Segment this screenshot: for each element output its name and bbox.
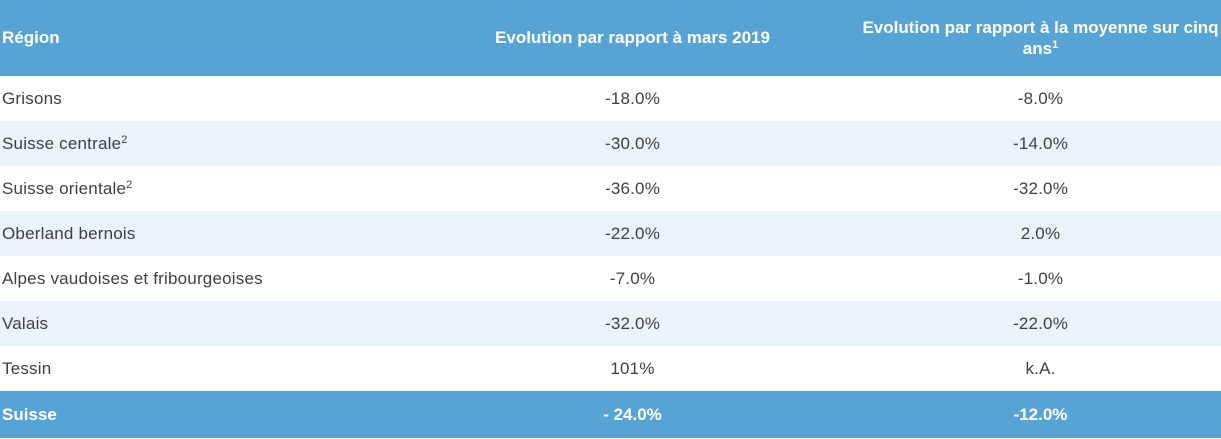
march-evolution-cell: 101% <box>610 358 655 378</box>
march-evolution-cell: -32.0% <box>604 313 661 333</box>
table-row: Suisse centrale2 -30.0% -14.0% <box>0 121 1221 166</box>
table-row: Tessin 101% k.A. <box>0 346 1221 391</box>
march-evolution-cell: -30.0% <box>604 133 661 153</box>
march-evolution-cell: -18.0% <box>604 88 661 108</box>
table-row: Valais -32.0% -22.0% <box>0 301 1221 346</box>
footnote-marker: 2 <box>121 133 128 146</box>
region-cell: Suisse orientale2 <box>0 178 465 199</box>
march-evolution-cell: -7.0% <box>609 268 656 288</box>
header-region: Région <box>2 28 60 48</box>
header-evolution-march: Evolution par rapport à mars 2019 <box>495 28 770 48</box>
footnote-marker: 2 <box>126 178 133 191</box>
five-year-evolution-cell: -32.0% <box>1012 178 1069 198</box>
region-cell: Alpes vaudoises et fribourgeoises <box>0 268 465 289</box>
table-total-row: Suisse - 24.0% -12.0% <box>0 391 1221 438</box>
march-evolution-cell: -22.0% <box>604 223 661 243</box>
total-region-name: Suisse <box>2 404 57 424</box>
five-year-evolution-cell: -1.0% <box>1017 268 1064 288</box>
five-year-evolution-cell: 2.0% <box>1020 223 1061 243</box>
region-cell: Grisons <box>0 88 465 109</box>
header-evolution-five-year: Evolution par rapport à la moyenne sur c… <box>860 17 1221 60</box>
region-name: Suisse orientale <box>2 178 127 198</box>
march-evolution-cell: -36.0% <box>604 178 661 198</box>
total-five-year-evolution: -12.0% <box>1013 404 1068 424</box>
region-name: Valais <box>2 313 49 333</box>
region-name: Oberland bernois <box>2 223 136 243</box>
region-cell: Tessin <box>0 358 465 379</box>
table-row: Alpes vaudoises et fribourgeoises -7.0% … <box>0 256 1221 301</box>
five-year-evolution-cell: k.A. <box>1025 358 1056 378</box>
five-year-evolution-cell: -14.0% <box>1012 133 1069 153</box>
region-cell: Valais <box>0 313 465 334</box>
table-header-row: Région Evolution par rapport à mars 2019… <box>0 0 1221 76</box>
region-name: Alpes vaudoises et fribourgeoises <box>2 268 263 288</box>
five-year-evolution-cell: -22.0% <box>1012 313 1069 333</box>
header-footnote-marker: 1 <box>1052 39 1059 51</box>
five-year-evolution-cell: -8.0% <box>1017 88 1064 108</box>
region-name: Grisons <box>2 88 62 108</box>
region-name: Suisse centrale <box>2 133 122 153</box>
table-row: Oberland bernois -22.0% 2.0% <box>0 211 1221 256</box>
region-name: Tessin <box>2 358 52 378</box>
table-row: Suisse orientale2 -36.0% -32.0% <box>0 166 1221 211</box>
region-cell: Suisse centrale2 <box>0 133 465 154</box>
region-cell: Oberland bernois <box>0 223 465 244</box>
header-evolution-five-year-label: Evolution par rapport à la moyenne sur c… <box>862 17 1219 58</box>
table-row: Grisons -18.0% -8.0% <box>0 76 1221 121</box>
total-march-evolution: - 24.0% <box>603 404 662 424</box>
